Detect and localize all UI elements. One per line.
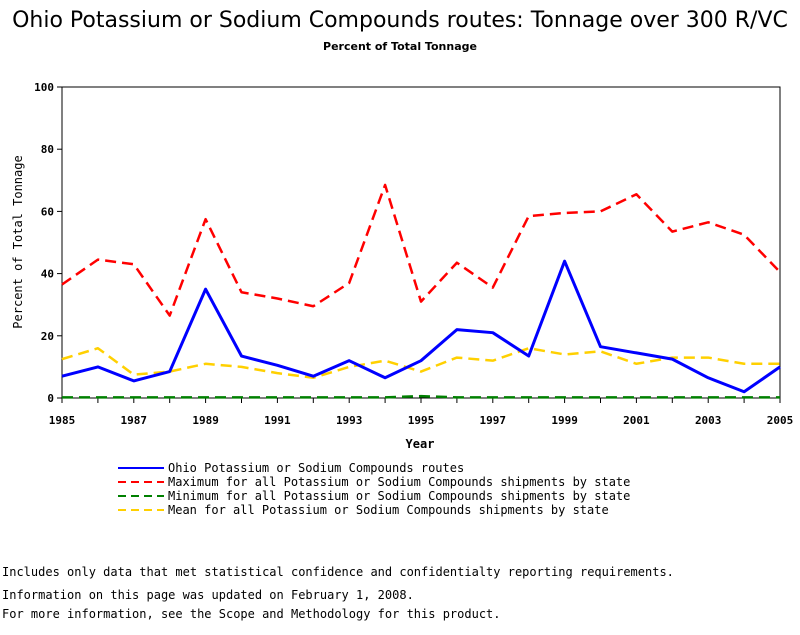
y-tick-label: 20	[41, 330, 54, 343]
series-line-2	[61, 183, 781, 317]
x-tick-label: 1989	[192, 414, 219, 427]
legend-label: Minimum for all Potassium or Sodium Comp…	[168, 489, 631, 503]
note-line: For more information, see the Scope and …	[2, 607, 501, 621]
y-tick-label: 60	[41, 205, 54, 218]
series-layer	[61, 183, 781, 399]
x-tick-label: 1991	[264, 414, 291, 427]
x-tick-label: 1987	[121, 414, 148, 427]
x-tick-label: 2001	[623, 414, 650, 427]
x-tick-label: 1993	[336, 414, 363, 427]
chart-subtitle: Percent of Total Tonnage	[323, 40, 477, 53]
x-tick-label: 2003	[695, 414, 722, 427]
updated-note: Information on this page was updated on …	[2, 588, 414, 602]
x-tick-label: 1995	[408, 414, 435, 427]
x-tick-label: 1999	[551, 414, 578, 427]
series-line-1	[61, 259, 781, 394]
y-tick-label: 0	[47, 392, 54, 405]
y-tick-label: 40	[41, 268, 54, 281]
legend-swatch	[118, 481, 164, 483]
y-axis: 0 20 40 60 80 100	[34, 81, 62, 405]
legend-swatch	[118, 509, 164, 511]
legend-swatch	[118, 467, 164, 469]
legend-entry: Ohio Potassium or Sodium Compounds route…	[118, 461, 630, 475]
legend-entry: Minimum for all Potassium or Sodium Comp…	[118, 489, 630, 503]
series-line-3	[62, 394, 780, 399]
note-line: Includes only data that met statistical …	[2, 565, 674, 579]
legend-label: Ohio Potassium or Sodium Compounds route…	[168, 461, 465, 475]
x-tick-label: 1985	[49, 414, 76, 427]
y-axis-label: Percent of Total Tonnage	[11, 155, 25, 328]
legend-entry: Mean for all Potassium or Sodium Compoun…	[118, 503, 630, 517]
notes: Includes only data that met statistical …	[2, 537, 674, 635]
legend-label: Maximum for all Potassium or Sodium Comp…	[168, 475, 631, 489]
chart-title: Ohio Potassium or Sodium Compounds route…	[12, 8, 788, 33]
plot-frame	[61, 86, 781, 399]
x-axis: 1985 1987 1989 1991 1993 1995 1997 1999 2001 2003…	[49, 398, 794, 427]
x-axis-label: Year	[406, 437, 435, 451]
legend: Ohio Potassium or Sodium Compounds route…	[118, 461, 630, 517]
y-tick-label: 100	[34, 81, 54, 94]
x-tick-label: 1997	[480, 414, 507, 427]
legend-swatch	[118, 495, 164, 497]
legend-label: Mean for all Potassium or Sodium Compoun…	[168, 503, 609, 517]
series-line-4	[61, 346, 780, 380]
y-tick-label: 80	[41, 143, 54, 156]
legend-entry: Maximum for all Potassium or Sodium Comp…	[118, 475, 630, 489]
line-chart: 0 20 40 60 80 100 1985 1987 1989 1991 1993 1995 199…	[11, 81, 794, 451]
x-tick-label: 2005	[767, 414, 794, 427]
